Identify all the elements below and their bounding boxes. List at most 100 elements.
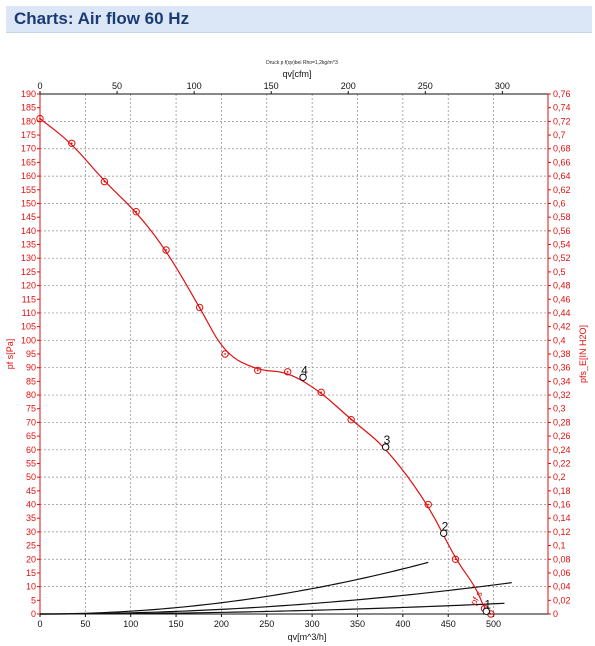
y-right-tick-label: 0,38 [553, 349, 571, 359]
y-right-tick-label: 0,54 [553, 240, 571, 250]
y-left-tick-label: 90 [26, 363, 36, 373]
x-bottom-tick-label: 250 [259, 619, 274, 629]
fan-curve-marker [424, 500, 432, 509]
fan-curve-marker-dot [198, 306, 201, 309]
y-left-tick-label: 135 [21, 240, 36, 250]
y-right-tick-label: 0,58 [553, 212, 571, 222]
fan-curve-marker [451, 555, 460, 563]
y-left-tick-label: 0 [31, 609, 36, 619]
y-left-tick-label: 60 [26, 445, 36, 455]
y-right-axis-label: pfs_E[IN H2O] [578, 325, 588, 383]
y-left-tick-label: 130 [21, 253, 36, 263]
y-right-tick-label: 0,1 [553, 541, 566, 551]
y-left-tick-label: 65 [26, 431, 36, 441]
y-right-tick-label: 0,02 [553, 595, 571, 605]
y-left-tick-label: 145 [21, 212, 36, 222]
operating-points: 4 3 2 1 [299, 363, 491, 615]
y-left-tick-label: 190 [21, 89, 36, 99]
fan-curve-marker-dot [454, 558, 457, 561]
y-left-tick-label: 180 [21, 116, 36, 126]
y-left-tick-label: 45 [26, 486, 36, 496]
y-right-tick-label: 0,3 [553, 404, 566, 414]
fan-curve-marker-dot [224, 353, 226, 355]
y-right-tick-label: 0,14 [553, 513, 571, 523]
x-top-tick-label: 200 [341, 81, 356, 91]
operating-point-label: 3 [384, 433, 391, 447]
y-right-tick-label: 0,4 [553, 335, 566, 345]
operating-point-label: 4 [301, 363, 308, 377]
y-right-tick-label: 0,44 [553, 308, 571, 318]
y-left-tick-label: 30 [26, 527, 36, 537]
y-left-tick-label: 105 [21, 322, 36, 332]
operating-point [439, 529, 448, 537]
fan-curve-marker-dot [489, 613, 492, 615]
y-left-tick-label: 75 [26, 404, 36, 414]
y-right-tick-label: 0,28 [553, 417, 571, 427]
x-bottom-tick-label: 200 [214, 619, 229, 629]
fan-curve-marker-dot [256, 369, 259, 372]
fan-curve-marker [317, 388, 325, 397]
y-right-tick-label: 0,7 [553, 130, 566, 140]
y-right-tick-label: 0,2 [553, 472, 566, 482]
y-right-tick-label: 0,08 [553, 554, 571, 564]
y-right-tick-label: 0,64 [553, 171, 571, 181]
y-left-tick-label: 70 [26, 417, 36, 427]
y-right-tick-label: 0,6 [553, 198, 566, 208]
operating-point-label: 1 [484, 597, 491, 611]
y-right-tick-label: 0,16 [553, 500, 571, 510]
y-left-tick-label: 100 [21, 335, 36, 345]
y-right-tick-label: 0,04 [553, 582, 571, 592]
fan-curve-marker [221, 350, 229, 358]
y-left-tick-label: 170 [21, 144, 36, 154]
y-right-tick-label: 0,68 [553, 144, 571, 154]
fan-curve-marker [132, 207, 140, 216]
system-curve-1 [39, 561, 429, 615]
x-top-tick-label: 100 [187, 81, 202, 91]
y-left-tick-label: 85 [26, 376, 36, 386]
y-right-tick-label: 0,34 [553, 376, 571, 386]
fan-curve-marker [100, 177, 109, 186]
y-left-tick-label: 50 [26, 472, 36, 482]
fan-curve-marker [195, 303, 204, 312]
x-top-tick-label: 250 [418, 81, 433, 91]
fan-curve-marker [283, 368, 292, 376]
y-right-tick-label: 0,32 [553, 390, 571, 400]
header-bar: Charts: Air flow 60 Hz [6, 6, 592, 33]
fan-curve-marker-dot [286, 370, 289, 373]
y-right-tick-label: 0,18 [553, 486, 571, 496]
y-left-tick-label: 55 [26, 458, 36, 468]
operating-point [381, 443, 390, 451]
fan-curve-marker [36, 114, 44, 123]
grid [40, 93, 548, 614]
y-right-tick-label: 0,42 [553, 322, 571, 332]
y-right-tick-label: 0,48 [553, 281, 571, 291]
fan-curve-marker-dot [135, 210, 138, 213]
y-right-tick-label: 0,72 [553, 116, 571, 126]
x-bottom-tick-label: 150 [169, 619, 184, 629]
y-right-tick-label: 0,36 [553, 363, 571, 373]
y-right-tick-label: 0,26 [553, 431, 571, 441]
x-top-tick-label: 300 [495, 81, 510, 91]
fan-curve-marker [68, 139, 76, 147]
y-left-tick-label: 175 [21, 130, 36, 140]
y-right-tick-label: 0,52 [553, 253, 571, 263]
x-bottom-tick-label: 0 [37, 619, 42, 629]
y-right-tick-label: 0,22 [553, 458, 571, 468]
fan-curve-line [39, 118, 492, 615]
y-right-tick-label: 0 [553, 609, 558, 619]
x-bottom-tick-label: 400 [395, 619, 410, 629]
y-right-tick-label: 0,12 [553, 527, 571, 537]
fan-curve-marker-dot [70, 142, 73, 145]
y-right-tick-label: 0,46 [553, 294, 571, 304]
x-bottom-tick-label: 350 [350, 619, 365, 629]
x-bottom-tick-label: 450 [441, 619, 456, 629]
x-bottom-tick-label: 100 [123, 619, 138, 629]
y-left-tick-label: 10 [26, 582, 36, 592]
y-left-tick-label: 140 [21, 226, 36, 236]
fan-curve-marker [162, 246, 170, 254]
y-left-tick-label: 120 [21, 281, 36, 291]
y-left-tick-label: 160 [21, 171, 36, 181]
fan-curve-marker-dot [320, 391, 323, 394]
axes [37, 91, 551, 617]
y-left-tick-label: 150 [21, 198, 36, 208]
